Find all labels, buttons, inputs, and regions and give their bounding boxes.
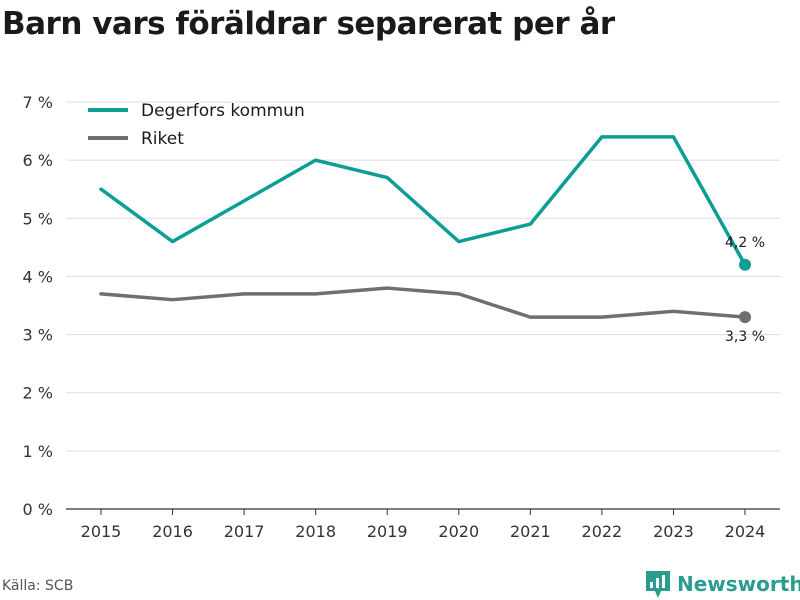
x-tick-label: 2021	[510, 522, 551, 541]
y-tick-label: 7 %	[23, 93, 53, 112]
legend: Degerfors kommun Riket	[88, 101, 305, 149]
y-tick-label: 1 %	[23, 442, 53, 461]
source-note: Källa: SCB	[2, 578, 74, 594]
y-tick-label: 2 %	[23, 384, 53, 403]
x-tick-label: 2023	[653, 522, 694, 541]
end-label-degerfors: 4,2 %	[725, 235, 765, 251]
x-tick-label: 2016	[152, 522, 193, 541]
series-line-degerfors	[99, 135, 747, 267]
y-tick-label: 3 %	[23, 326, 53, 345]
end-point-degerfors	[739, 258, 751, 271]
legend-label-degerfors: Degerfors kommun	[141, 101, 305, 121]
x-tick-label: 2017	[224, 522, 265, 541]
end-label-riket: 3,3 %	[725, 329, 765, 345]
y-tick-label: 0 %	[23, 500, 53, 519]
x-tick-label: 2019	[367, 522, 408, 541]
brand-name: Newsworthy	[677, 572, 800, 596]
x-tick-label: 2015	[81, 522, 122, 541]
x-axis: 2015 2016 2017 2018 2019 2020 2021 2022 2023 2024	[81, 509, 766, 541]
end-labels: 4,2 % 3,3 %	[725, 235, 765, 345]
brand-logo: Newsworthy	[645, 569, 800, 599]
y-tick-label: 5 %	[23, 209, 53, 228]
chart-title: Barn vars föräldrar separerat per år	[2, 6, 615, 42]
y-tick-label: 4 %	[23, 267, 53, 286]
x-tick-label: 2020	[438, 522, 479, 541]
newsworthy-logo-icon	[646, 571, 670, 598]
series-lines	[99, 135, 751, 324]
legend-label-riket: Riket	[141, 129, 184, 149]
x-tick-label: 2022	[582, 522, 623, 541]
x-tick-label: 2018	[295, 522, 336, 541]
end-point-riket	[739, 311, 751, 324]
grid-lines	[66, 101, 780, 510]
x-tick-label: 2024	[725, 522, 766, 541]
y-axis: 0 % 1 % 2 % 3 % 4 % 5 % 6 % 7 %	[23, 93, 53, 519]
y-tick-label: 6 %	[23, 151, 53, 170]
series-line-riket	[99, 286, 747, 319]
